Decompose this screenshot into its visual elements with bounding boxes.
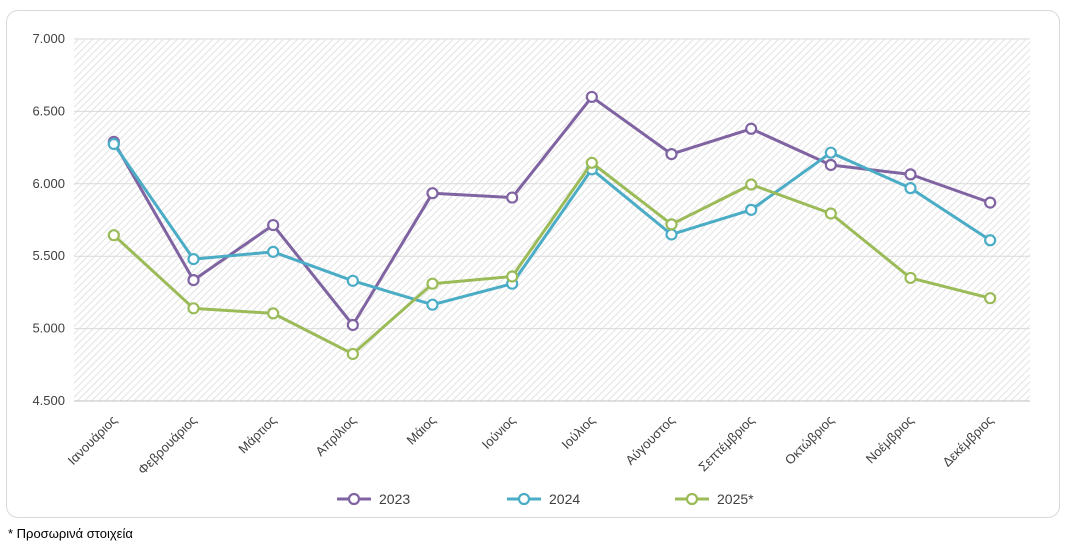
- y-tick-label: 7.000: [32, 31, 65, 46]
- x-axis: Ιανουάριος Φεβρουάριος Μάρτιος Απρίλιος Μάιο…: [65, 413, 997, 478]
- x-tick-label: Φεβρουάριος: [135, 413, 200, 478]
- data-point: [984, 234, 997, 247]
- series-2024: [107, 137, 997, 311]
- data-point: [984, 196, 997, 209]
- data-point: [585, 90, 598, 104]
- data-point: [107, 137, 120, 151]
- data-point: [824, 207, 837, 220]
- data-point: [585, 156, 598, 169]
- x-tick-label: Οκτώβριος: [782, 413, 837, 468]
- legend-marker: [347, 492, 361, 506]
- data-point: [984, 292, 997, 305]
- data-point: [824, 146, 837, 159]
- data-point: [187, 273, 200, 287]
- data-point: [107, 229, 120, 242]
- data-point: [267, 307, 280, 320]
- legend: 2023 2024 2025*: [337, 491, 754, 507]
- data-point: [506, 191, 519, 204]
- data-point: [506, 270, 519, 283]
- data-point: [267, 245, 280, 258]
- x-tick-label: Μάρτιος: [235, 413, 279, 457]
- x-tick-label: Ιανουάριος: [65, 413, 120, 468]
- y-tick-label: 6.000: [32, 176, 65, 191]
- data-point: [904, 182, 917, 195]
- legend-label: 2024: [549, 491, 580, 507]
- data-point: [665, 218, 678, 231]
- data-point: [904, 168, 917, 181]
- data-point: [267, 218, 280, 232]
- data-point: [346, 347, 359, 361]
- legend-marker: [685, 492, 699, 506]
- legend-marker: [517, 492, 531, 506]
- data-point: [187, 252, 200, 266]
- data-point: [745, 122, 758, 135]
- data-point: [346, 318, 359, 332]
- line-chart: 4.500 5.000 5.500 6.000 6.500 7.000 Ιανουάριο…: [32, 31, 1030, 507]
- data-point: [904, 271, 917, 285]
- series-2025: [107, 156, 997, 361]
- data-point: [426, 277, 439, 290]
- data-point: [665, 228, 678, 241]
- x-tick-label: Μάιος: [403, 413, 438, 448]
- chart-card: 4.500 5.000 5.500 6.000 6.500 7.000 Ιανουάριο…: [6, 10, 1060, 518]
- legend-item: 2025*: [675, 491, 754, 507]
- y-tick-label: 5.000: [32, 321, 65, 336]
- data-point: [745, 178, 758, 191]
- series-line: [112, 95, 991, 327]
- data-point: [346, 274, 359, 287]
- legend-label: 2025*: [717, 491, 754, 507]
- series-line: [112, 161, 991, 356]
- data-point: [745, 203, 758, 216]
- data-point: [824, 158, 837, 172]
- y-tick-label: 4.500: [32, 393, 65, 408]
- x-tick-label: Νοέμβριος: [863, 413, 917, 467]
- x-tick-label: Απρίλιος: [312, 413, 359, 460]
- x-tick-label: Δεκέμβριος: [939, 413, 996, 470]
- y-tick-label: 6.500: [32, 103, 65, 118]
- legend-item: 2023: [337, 491, 410, 507]
- series-line: [112, 143, 991, 307]
- footnote: * Προσωρινά στοιχεία: [8, 526, 133, 541]
- x-tick-label: Ιούλιος: [558, 413, 597, 452]
- x-tick-label: Ιούνιος: [479, 413, 518, 452]
- legend-item: 2024: [507, 491, 580, 507]
- y-tick-label: 5.500: [32, 248, 65, 263]
- data-point: [426, 298, 439, 311]
- data-point: [665, 148, 678, 161]
- x-tick-label: Αύγουστος: [622, 413, 677, 468]
- legend-label: 2023: [379, 491, 410, 507]
- series-lines: [107, 90, 997, 361]
- y-axis: 4.500 5.000 5.500 6.000 6.500 7.000: [32, 31, 65, 408]
- x-tick-label: Σεπτέμβριος: [695, 413, 757, 475]
- data-point: [187, 302, 200, 315]
- data-point: [426, 187, 439, 200]
